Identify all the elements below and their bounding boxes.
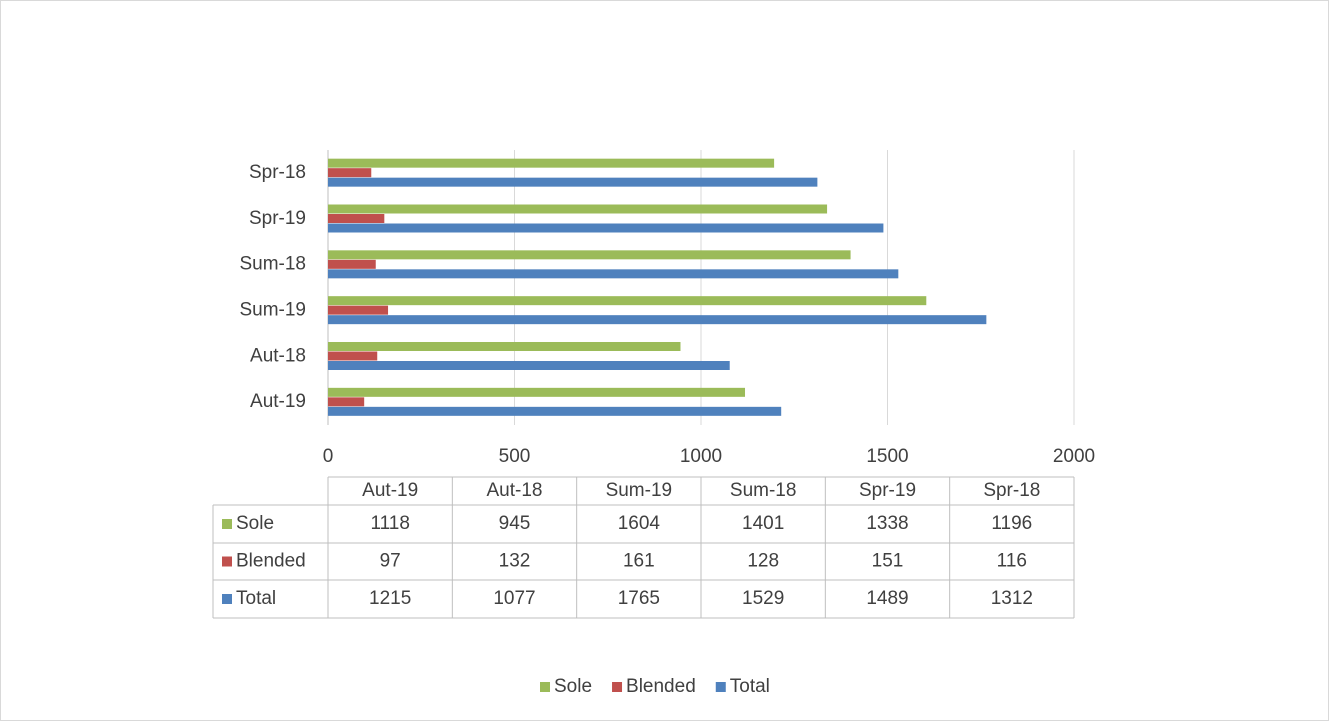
bar [328,250,851,260]
legend-key [715,682,726,692]
bar [328,361,730,370]
x-tick-label: 1500 [866,446,908,467]
bar [328,351,378,361]
bar [328,387,746,397]
table-key [222,519,232,529]
table-row-label: Sole [236,513,274,534]
bar [328,406,782,416]
bar [328,342,681,351]
table-key [222,556,232,567]
table-cell: 132 [499,551,531,572]
table-header: Sum-19 [606,480,673,501]
legend-key [612,682,623,692]
table-header: Aut-18 [487,480,543,501]
table-cell: 151 [872,551,904,572]
legend-label: Sole [554,676,592,697]
table-cell: 1604 [618,513,661,534]
table-cell: 1077 [493,588,535,609]
legend-key [540,682,550,692]
y-tick-label: Sum-18 [239,254,306,275]
bar [328,296,927,306]
table-row-label: Total [236,588,276,609]
table-row-label: Blended [236,551,306,572]
table-cell: 1215 [369,588,411,609]
bar [328,168,372,178]
bar [328,177,818,187]
table-cell: 1118 [370,513,409,534]
bar [328,269,899,279]
x-tick-label: 500 [499,446,531,467]
bar [328,397,365,407]
y-tick-label: Spr-18 [249,162,306,183]
bar [328,259,376,269]
legend-label: Blended [626,676,696,697]
y-tick-label: Sum-19 [239,299,306,320]
bar [328,223,884,233]
table-cell: 128 [747,551,779,572]
y-tick-label: Spr-19 [249,208,306,229]
table-cell: 116 [997,551,1027,572]
bar [328,158,775,168]
y-tick-label: Aut-18 [250,345,306,366]
bar [328,204,828,214]
legend-label: Total [730,676,770,697]
x-tick-label: 1000 [680,446,722,467]
x-tick-label: 2000 [1053,446,1095,467]
table-cell: 1338 [866,513,908,534]
table-cell: 1489 [866,588,908,609]
table-cell: 1196 [991,513,1032,534]
table-header: Aut-19 [362,480,418,501]
table-cell: 161 [623,551,655,572]
bar [328,214,385,223]
bar [328,305,389,315]
table-cell: 1765 [618,588,660,609]
bar [328,315,987,325]
table-header: Sum-18 [730,480,797,501]
table-header: Spr-19 [859,480,916,501]
x-tick-label: 0 [323,446,334,467]
y-tick-label: Aut-19 [250,391,306,412]
table-cell: 1312 [991,588,1033,609]
table-cell: 945 [499,513,531,534]
table-cell: 1529 [742,588,784,609]
table-header: Spr-18 [983,480,1040,501]
table-cell: 97 [380,551,401,572]
table-cell: 1401 [742,513,784,534]
table-key [222,594,232,604]
